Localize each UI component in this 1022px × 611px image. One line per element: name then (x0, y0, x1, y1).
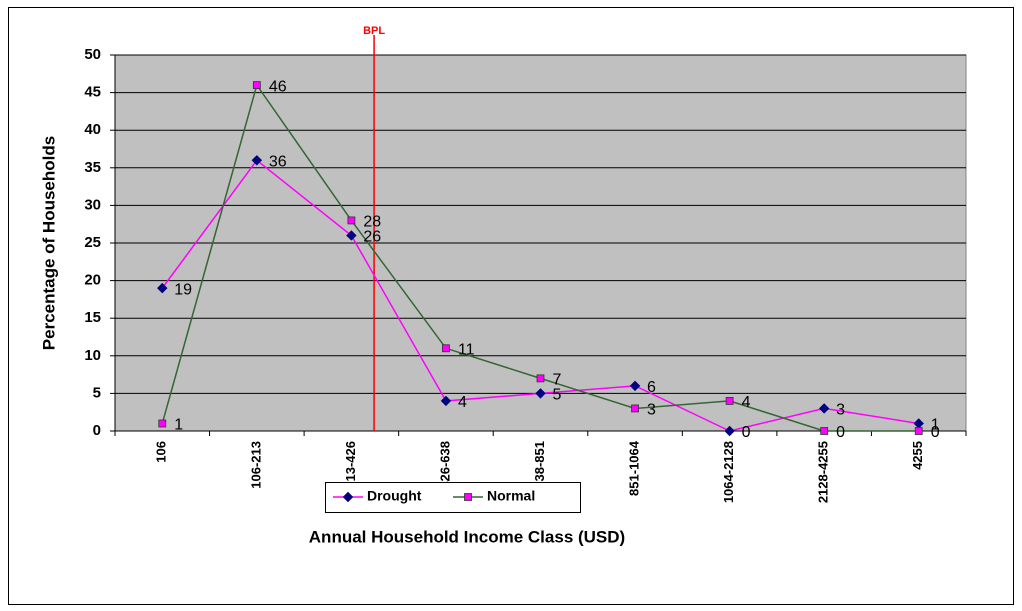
data-label: 1 (174, 417, 183, 434)
legend-label: Normal (487, 488, 535, 504)
data-label: 28 (363, 214, 381, 231)
y-tick-label: 15 (84, 309, 101, 326)
y-tick-label: 20 (84, 272, 101, 289)
x-tick-label: 2128-4255 (816, 441, 831, 503)
marker (725, 397, 734, 405)
marker (724, 425, 735, 437)
y-tick-label: 35 (84, 159, 101, 176)
data-label: 26 (363, 229, 381, 246)
data-label: 4 (742, 394, 751, 411)
marker (442, 344, 450, 353)
x-tick-label: 638-851 (532, 441, 547, 489)
x-tick-label: 1064-2128 (721, 441, 736, 503)
data-label: 5 (553, 387, 562, 404)
x-tick-label: 4255 (910, 441, 925, 470)
data-label: 36 (269, 153, 287, 170)
y-tick-label: 5 (93, 384, 101, 401)
marker (157, 282, 168, 294)
marker (346, 230, 357, 241)
data-label: 1 (931, 417, 940, 434)
marker (535, 388, 546, 399)
x-axis-title: Annual Household Income Class (USD) (309, 527, 625, 546)
data-label: 46 (269, 78, 287, 95)
data-label: 11 (458, 341, 475, 358)
y-axis-title: Percentage of Households (39, 136, 58, 350)
data-label: 0 (931, 424, 940, 441)
data-label: 3 (836, 402, 845, 419)
x-tick-label: 106-213 (248, 441, 263, 489)
marker (536, 374, 545, 383)
y-tick-label: 0 (93, 422, 101, 439)
data-label: 0 (742, 424, 751, 441)
data-label: 19 (174, 281, 192, 298)
y-tick-label: 10 (84, 347, 101, 364)
x-tick-label: 213-426 (343, 441, 358, 489)
data-label: 6 (647, 379, 656, 396)
x-tick-label: 106 (154, 441, 169, 463)
x-tick-label: 851-1064 (626, 440, 641, 496)
marker (818, 403, 830, 414)
marker (251, 155, 263, 166)
data-label: 0 (836, 424, 845, 441)
marker (252, 81, 261, 89)
marker (464, 493, 472, 501)
annotation-label: BPL (363, 25, 385, 37)
data-label: 7 (553, 372, 562, 389)
x-tick-label: 426-638 (437, 441, 452, 489)
marker (820, 427, 829, 435)
marker (342, 491, 354, 503)
marker (914, 427, 923, 435)
y-tick-label: 25 (84, 234, 101, 251)
y-tick-label: 30 (84, 196, 101, 213)
y-tick-label: 45 (84, 84, 101, 101)
marker (440, 395, 452, 407)
marker (158, 419, 167, 428)
legend-label: Drought (367, 488, 422, 504)
data-label: 3 (647, 402, 656, 419)
marker (629, 380, 641, 392)
y-tick-label: 50 (84, 46, 101, 63)
data-label: 4 (458, 394, 467, 411)
marker (631, 404, 639, 413)
marker (347, 216, 356, 225)
y-tick-label: 40 (84, 121, 101, 138)
